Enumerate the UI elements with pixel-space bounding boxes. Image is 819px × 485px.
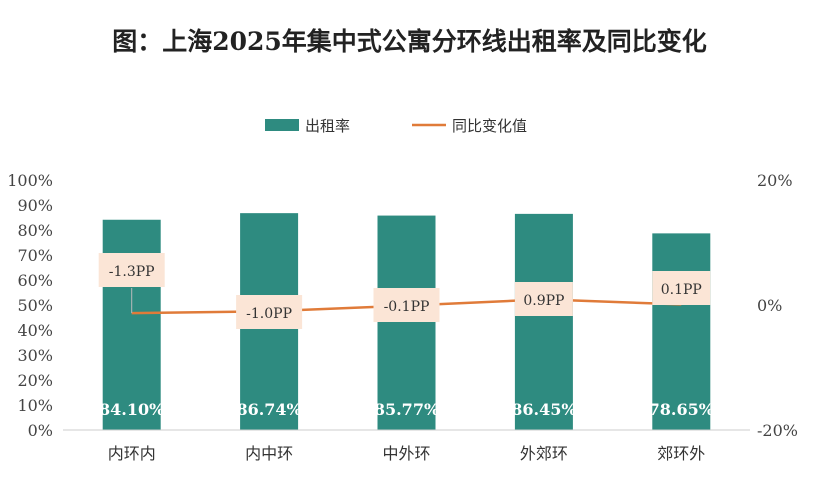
left-axis-tick: 90%	[17, 196, 53, 215]
left-axis-tick: 0%	[28, 421, 53, 440]
bar-data-label: 78.65%	[649, 400, 714, 419]
left-axis-tick: 30%	[17, 346, 53, 365]
x-axis-tick: 内中环	[245, 444, 293, 463]
line-label-box	[514, 282, 573, 316]
right-axis-tick: 0%	[757, 296, 782, 315]
left-axis-tick: 100%	[7, 171, 53, 190]
bar-data-label: 86.45%	[511, 400, 576, 419]
line-label-box	[236, 295, 303, 329]
line-data-label: -1.0PP	[246, 306, 292, 322]
line-label-box	[373, 288, 440, 322]
x-axis-tick: 内环内	[108, 444, 156, 463]
bar	[102, 219, 161, 430]
left-axis-tick: 50%	[17, 296, 53, 315]
line-data-label: -1.3PP	[109, 264, 155, 280]
x-axis-tick: 外郊环	[520, 444, 568, 463]
left-axis-tick: 40%	[17, 321, 53, 340]
line-data-label: 0.9PP	[523, 293, 564, 309]
left-axis-tick: 60%	[17, 271, 53, 290]
bar	[514, 213, 573, 430]
legend-bar-swatch	[265, 119, 299, 131]
left-axis-tick: 80%	[17, 221, 53, 240]
line-data-label: -0.1PP	[384, 299, 430, 315]
line-data-label: 0.1PP	[661, 282, 702, 298]
bar	[377, 215, 436, 430]
x-axis-tick: 郊环外	[657, 444, 705, 463]
right-axis-tick: -20%	[757, 421, 798, 440]
bar-data-label: 85.77%	[374, 400, 439, 419]
line-label-box	[652, 271, 711, 305]
bar-data-label: 84.10%	[99, 400, 164, 419]
chart-title: 图：上海2025年集中式公寓分环线出租率及同比变化	[112, 27, 707, 56]
left-axis-tick: 10%	[17, 396, 53, 415]
left-axis-tick: 70%	[17, 246, 53, 265]
right-axis-tick: 20%	[757, 171, 793, 190]
line-label-box	[98, 253, 165, 287]
legend-bar-label: 出租率	[305, 117, 350, 135]
bar	[652, 233, 711, 430]
legend-line-label: 同比变化值	[452, 117, 527, 135]
bar-data-label: 86.74%	[236, 400, 301, 419]
x-axis-tick: 中外环	[382, 444, 430, 463]
left-axis-tick: 20%	[17, 371, 53, 390]
